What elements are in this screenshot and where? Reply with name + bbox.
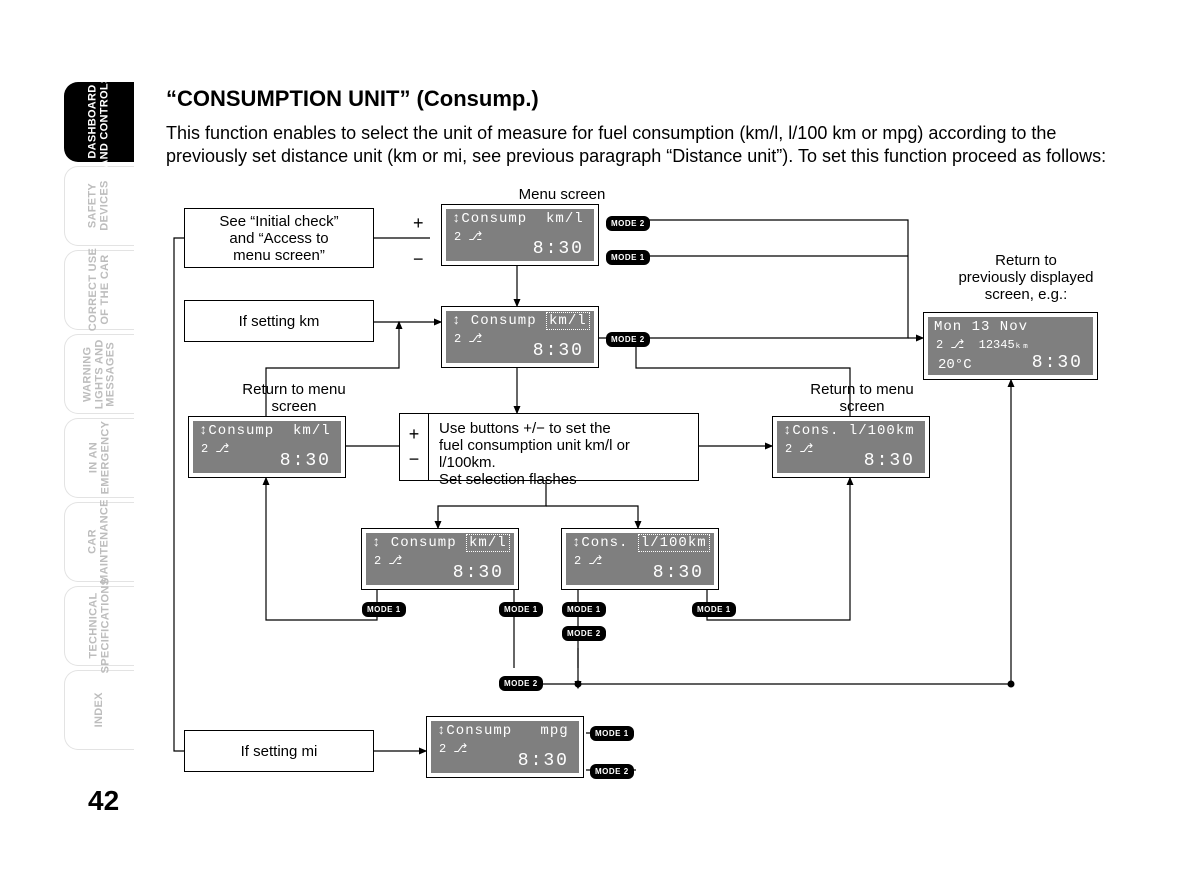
flow-label-menuScreen: Menu screen bbox=[502, 186, 622, 203]
flow-box-ifMi: If setting mi bbox=[184, 730, 374, 772]
mode-badge: MODE 2 bbox=[590, 764, 634, 779]
lcd-d3: ↕Consump km/l2 ⎇8:30 bbox=[188, 416, 346, 478]
lcd-d6: ↕Cons. l/100km2 ⎇8:30 bbox=[561, 528, 719, 590]
lcd-d2: ↕ Consump km/l2 ⎇8:30 bbox=[441, 306, 599, 368]
pm-symbols: +− bbox=[413, 214, 424, 268]
section-intro: This function enables to select the unit… bbox=[166, 122, 1130, 169]
lcd-d1: ↕Consump km/l2 ⎇8:30 bbox=[441, 204, 599, 266]
side-tab[interactable]: SAFETY DEVICES bbox=[64, 166, 134, 246]
section-heading: “CONSUMPTION UNIT” (Consump.) bbox=[166, 86, 539, 112]
mode-badge: MODE 2 bbox=[562, 626, 606, 641]
mode-badge: MODE 1 bbox=[590, 726, 634, 741]
mode-badge: MODE 1 bbox=[692, 602, 736, 617]
flow-label-retMenuR: Return to menu screen bbox=[782, 381, 942, 415]
side-tab[interactable]: CAR MAINTENANCE bbox=[64, 502, 134, 582]
lcd-home: 20°CMon 13 Nov2 ⎇ 12345ₖₘ8:30 bbox=[923, 312, 1098, 380]
mode-badge: MODE 2 bbox=[499, 676, 543, 691]
flow-instruction: +−Use buttons +/− to set the fuel consum… bbox=[399, 413, 699, 481]
side-tab[interactable]: DASHBOARD AND CONTROLS bbox=[64, 82, 134, 162]
lcd-d7: ↕Consump mpg2 ⎇8:30 bbox=[426, 716, 584, 778]
mode-badge: MODE 1 bbox=[362, 602, 406, 617]
mode-badge: MODE 2 bbox=[606, 332, 650, 347]
side-tabs: DASHBOARD AND CONTROLSSAFETY DEVICESCORR… bbox=[64, 82, 134, 754]
side-tab[interactable]: IN AN EMERGENCY bbox=[64, 418, 134, 498]
side-tab[interactable]: INDEX bbox=[64, 670, 134, 750]
flow-box-seeInitial: See “Initial check” and “Access to menu … bbox=[184, 208, 374, 268]
side-tab[interactable]: TECHNICAL SPECIFICATIONS bbox=[64, 586, 134, 666]
mode-badge: MODE 2 bbox=[606, 216, 650, 231]
side-tab[interactable]: CORRECT USE OF THE CAR bbox=[64, 250, 134, 330]
lcd-d5: ↕ Consump km/l2 ⎇8:30 bbox=[361, 528, 519, 590]
mode-badge: MODE 1 bbox=[499, 602, 543, 617]
flow-label-retPrev: Return to previously displayed screen, e… bbox=[936, 252, 1116, 303]
side-tab[interactable]: WARNING LIGHTS AND MESSAGES bbox=[64, 334, 134, 414]
page-number: 42 bbox=[88, 785, 119, 817]
mode-badge: MODE 1 bbox=[606, 250, 650, 265]
flow-diagram: See “Initial check” and “Access to menu … bbox=[166, 188, 1106, 788]
lcd-d4: ↕Cons. l/100km2 ⎇8:30 bbox=[772, 416, 930, 478]
flow-box-ifKm: If setting km bbox=[184, 300, 374, 342]
mode-badge: MODE 1 bbox=[562, 602, 606, 617]
flow-label-retMenuL: Return to menu screen bbox=[214, 381, 374, 415]
